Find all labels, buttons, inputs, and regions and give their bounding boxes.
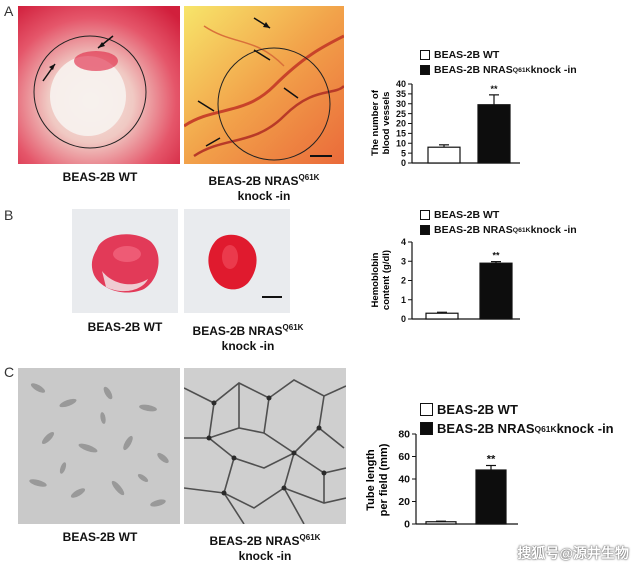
panel-c-wt-micrograph [18, 368, 180, 524]
panel-c-legend-wt: BEAS-2B WT [420, 402, 518, 417]
panel-b-bar-ki [479, 262, 513, 320]
panel-a-y-tick-label: 10 [396, 138, 406, 148]
panel-a-bar-wt [427, 146, 461, 164]
panel-c-y-tick-label: 60 [398, 451, 410, 463]
panel-b-wt-plug-image [72, 209, 178, 313]
panel-a-bar-ki [477, 104, 511, 164]
panel-a-legend-ki-sup: Q61K [512, 66, 531, 74]
panel-b-y-tick-label: 1 [401, 295, 406, 305]
panel-b-caption-ki-prefix: BEAS-2B NRAS [192, 324, 283, 338]
panel-a-legend-wt-swatch [420, 50, 430, 60]
panel-c-y-tick-label: 0 [404, 519, 410, 531]
panel-b-legend-ki: BEAS-2B NRAS Q61K knock -in [420, 224, 577, 236]
panel-a-caption-ki: BEAS-2B NRASQ61K knock -in [184, 170, 344, 204]
panel-a-legend-wt-text: BEAS-2B WT [434, 49, 500, 61]
panel-b-y-tick-label: 0 [401, 314, 406, 324]
panel-b-caption-wt: BEAS-2B WT [87, 320, 163, 334]
panel-c-label: C [4, 364, 15, 380]
panel-c-ki-micrograph [184, 368, 346, 524]
panel-c-y-tick-label: 80 [398, 429, 410, 441]
panel-a-legend-ki-suffix: knock -in [530, 64, 577, 76]
panel-c-legend-wt-text: BEAS-2B WT [437, 402, 518, 417]
panel-a-ylabel-line1: The number of [370, 89, 381, 156]
panel-b-bar-wt [425, 312, 459, 320]
panel-c-caption-ki-sup: Q61K [299, 533, 321, 542]
panel-a-y-tick-label: 25 [396, 109, 406, 119]
panel-a-y-tick-label: 15 [396, 129, 406, 139]
panel-b-caption-ki-line2: knock -in [221, 339, 275, 353]
panel-c-ylabel-line2: per field (mm) [378, 443, 390, 516]
panel-b-ylabel-line1: Hemoblobin [370, 252, 381, 307]
panel-a-legend-ki-prefix: BEAS-2B NRAS [434, 64, 513, 76]
panel-b-legend-ki-swatch [420, 225, 430, 235]
panel-a-label: A [4, 3, 14, 19]
panel-b-legend-wt-swatch [420, 210, 430, 220]
panel-a-y-tick-label: 0 [401, 158, 406, 168]
panel-b-legend-ki-suffix: knock -in [530, 224, 577, 236]
panel-c-legend-ki-swatch [420, 422, 433, 435]
panel-c-bar-wt [425, 521, 457, 525]
panel-b-significance-label: ** [492, 251, 500, 261]
panel-c-ylabel-line1: Tube length [365, 449, 377, 511]
panel-a-bar-chart: The number of blood vessels 051015202530… [370, 79, 520, 168]
panel-a-legend-ki: BEAS-2B NRAS Q61K knock -in [420, 64, 577, 76]
panel-a-ylabel-line2: blood vessels [381, 92, 392, 155]
panel-a-y-tick-label: 40 [396, 79, 406, 89]
panel-c-legend-ki-prefix: BEAS-2B NRAS [437, 421, 535, 436]
panel-a-significance-label: ** [490, 84, 498, 94]
panel-c-y-tick-label: 40 [398, 474, 410, 486]
panel-c-legend-wt-swatch [420, 403, 433, 416]
panel-b-legend-ki-prefix: BEAS-2B NRAS [434, 224, 513, 236]
panel-a-y-tick-label: 30 [396, 99, 406, 109]
panel-a-y-tick-label: 35 [396, 89, 406, 99]
panel-c-caption-ki-line2: knock -in [238, 549, 292, 563]
panel-c-legend-ki-sup: Q61K [534, 423, 557, 434]
panel-a-wt-cam-image [18, 6, 180, 164]
panel-b-label: B [4, 207, 14, 223]
panel-c-y-tick-label: 20 [398, 496, 410, 508]
panel-b-caption-ki: BEAS-2B NRASQ61K knock -in [178, 320, 318, 354]
panel-a-legend-ki-swatch [420, 65, 430, 75]
panel-c-caption-wt: BEAS-2B WT [62, 530, 138, 544]
panel-b-y-tick-label: 4 [401, 237, 406, 247]
panel-b-ki-plug-image [184, 209, 290, 313]
watermark-text: 搜狐号@源井生物 [517, 545, 629, 561]
panel-b-ylabel-line2: content (g/dl) [381, 250, 392, 310]
panel-a-y-tick-label: 20 [396, 119, 406, 129]
panel-c-legend-ki: BEAS-2B NRAS Q61K knock -in [420, 421, 614, 436]
panel-c-caption-ki-prefix: BEAS-2B NRAS [209, 534, 300, 548]
panel-c-bar-chart: Tube length per field (mm) 0 20 40 60 80 ** [365, 429, 518, 531]
panel-a-ki-cam-image [184, 6, 344, 164]
panel-b-legend-wt-text: BEAS-2B WT [434, 209, 500, 221]
panel-b-caption-ki-sup: Q61K [282, 323, 304, 332]
panel-a-caption-ki-prefix: BEAS-2B NRAS [208, 174, 299, 188]
panel-c-caption-ki: BEAS-2B NRASQ61K knock -in [184, 530, 346, 564]
panel-a-caption-ki-sup: Q61K [298, 173, 320, 182]
panel-b-legend-wt: BEAS-2B WT [420, 209, 499, 221]
panel-b-bar-chart: Hemoblobin content (g/dl) 0 1 2 3 4 ** [370, 237, 520, 324]
panel-b-y-tick-label: 3 [401, 256, 406, 266]
panel-a-y-tick-label: 5 [401, 148, 406, 158]
panel-a-legend-wt: BEAS-2B WT [420, 49, 499, 61]
panel-c-legend-ki-suffix: knock -in [556, 421, 614, 436]
panel-a-caption-ki-line2: knock -in [237, 189, 291, 203]
panel-c-significance-label: ** [487, 454, 496, 466]
panel-c-bar-ki [475, 469, 507, 525]
panel-b-y-tick-label: 2 [401, 276, 406, 286]
panel-b-legend-ki-sup: Q61K [512, 226, 531, 234]
panel-a-caption-wt: BEAS-2B WT [62, 170, 138, 184]
